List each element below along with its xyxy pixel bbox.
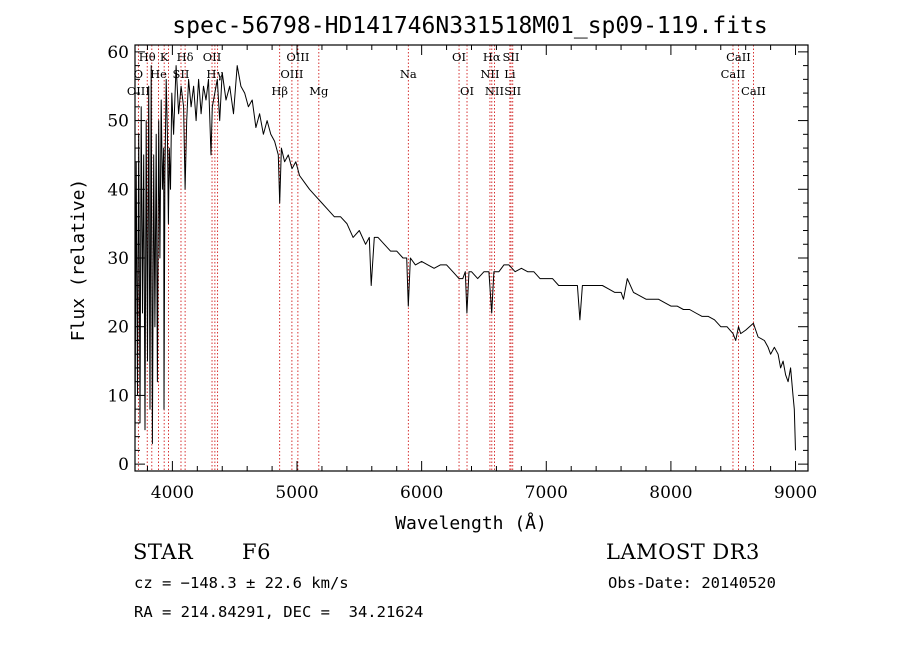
x-tick-label: 5000 — [275, 483, 318, 503]
line-marker-label: Hγ — [206, 67, 223, 81]
line-marker-label: Na — [400, 67, 417, 81]
x-tick-label: 7000 — [525, 483, 568, 503]
x-tick-label: 4000 — [151, 483, 194, 503]
x-tick-label: 6000 — [400, 483, 443, 503]
y-tick-label: 10 — [107, 386, 129, 406]
line-marker-label: OI — [452, 50, 466, 64]
line-marker-label: Hθ — [139, 50, 156, 64]
series-group — [134, 65, 796, 451]
line-marker-label: CaII — [741, 84, 766, 98]
line-marker-label: CaII — [721, 67, 746, 81]
observation-date: Obs-Date: 20140520 — [608, 574, 776, 592]
line-marker-label: K — [160, 50, 169, 64]
line-marker-label: Hδ — [177, 50, 194, 64]
sky-coordinates: RA = 214.84291, DEC = 34.21624 — [134, 603, 424, 621]
line-marker-label: Hα — [483, 50, 501, 64]
x-tick-label: 9000 — [774, 483, 817, 503]
line-marker-label: OI — [460, 84, 474, 98]
y-tick-label: 60 — [107, 43, 129, 63]
x-axis-label: Wavelength (Å) — [395, 512, 547, 534]
line-marker-label: SII — [503, 50, 520, 64]
line-marker-label: NII — [485, 84, 504, 98]
line-marker-label: OIII — [280, 67, 303, 81]
y-tick-label: 20 — [107, 318, 129, 338]
y-tick-label: 50 — [107, 112, 129, 132]
line-marker-label: Li — [504, 67, 516, 81]
survey-release: LAMOST DR3 — [606, 540, 760, 564]
x-axis-ticks: 4000 5000 6000 7000 8000 9000 — [146, 45, 817, 503]
line-marker-label: Hβ — [271, 84, 288, 98]
line-marker-label: CaII — [726, 50, 751, 64]
spectrum-line — [134, 65, 796, 451]
x-tick-label: 8000 — [649, 483, 692, 503]
line-marker-label: SII — [504, 84, 521, 98]
y-tick-label: 30 — [107, 249, 129, 269]
y-axis-ticks: 0 10 20 30 40 50 60 — [107, 43, 808, 475]
line-marker-label: SII — [173, 67, 190, 81]
y-tick-label: 0 — [118, 455, 129, 475]
line-marker-label: O — [134, 67, 143, 81]
line-marker-label: Mg — [309, 84, 329, 98]
chart-title: spec-56798-HD141746N331518M01_sp09-119.f… — [172, 13, 767, 39]
line-marker-label: He — [150, 67, 167, 81]
plot-frame — [134, 44, 809, 472]
line-marker-label: OIII — [286, 50, 309, 64]
redshift-velocity: cz = −148.3 ± 22.6 km/s — [134, 574, 349, 592]
line-marker-label: OIII — [127, 84, 150, 98]
line-marker-label: NII — [480, 67, 499, 81]
object-class: STAR — [133, 540, 194, 564]
line-marker-label: OII — [203, 50, 222, 64]
emission-line-markers — [137, 45, 754, 471]
spectral-subclass: F6 — [242, 540, 271, 564]
y-tick-label: 40 — [107, 180, 129, 200]
y-axis-label: Flux (relative) — [68, 179, 89, 342]
